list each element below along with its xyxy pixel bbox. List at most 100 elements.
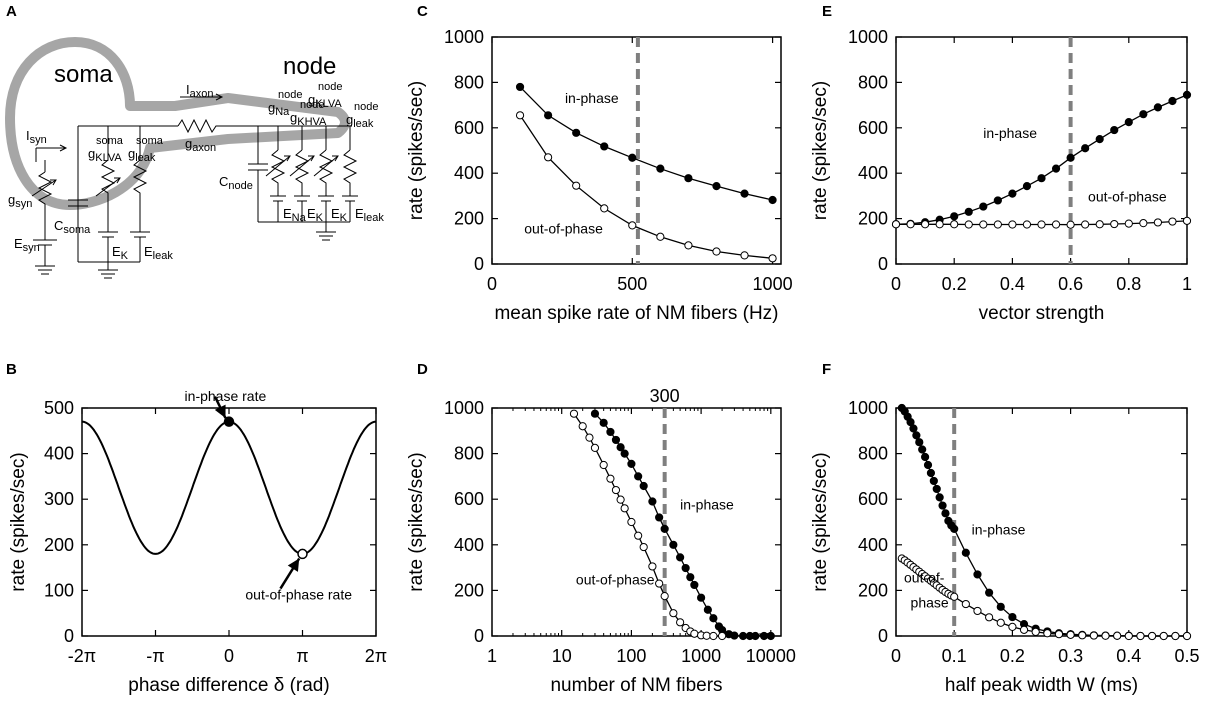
- data-point-out-of-phase: [606, 474, 615, 483]
- data-point-in-phase: [1037, 174, 1046, 183]
- data-point-out-of-phase: [620, 504, 629, 513]
- panel-e-chart: E 0 200 400 600 800 1000 0 0.2 0.4 0.6 0.8 1 vector s…: [810, 3, 1192, 324]
- node-label: node: [283, 53, 336, 80]
- data-point-out-of-phase: [628, 221, 637, 230]
- data-point-in-phase: [923, 460, 933, 470]
- y-tick-label: 1000: [444, 27, 484, 47]
- data-point-in-phase: [606, 427, 615, 437]
- data-point-in-phase: [590, 409, 600, 418]
- label-e-k2-node: EK: [331, 206, 348, 224]
- y-axis-label: rate (spikes/sec): [406, 81, 427, 220]
- label-g-na-node: gNa: [268, 100, 290, 118]
- y-tick-label: 600: [454, 118, 484, 138]
- y-tick-label: 600: [858, 118, 888, 138]
- data-point-in-phase: [1066, 153, 1075, 162]
- y-tick-label: 200: [454, 209, 484, 229]
- data-point-out-of-phase: [585, 433, 594, 442]
- data-point-in-phase: [634, 472, 643, 481]
- data-point-out-of-phase: [1136, 631, 1145, 641]
- data-point-in-phase: [929, 476, 938, 486]
- data-point-in-phase: [544, 111, 553, 120]
- data-point-in-phase: [740, 189, 749, 198]
- data-point-out-of-phase: [1019, 625, 1029, 634]
- data-point-out-of-phase: [1124, 631, 1133, 641]
- annotation-label: in-phase rate: [185, 388, 267, 404]
- data-point-in-phase: [993, 196, 1002, 205]
- data-point-in-phase: [669, 540, 678, 549]
- data-point-in-phase: [686, 573, 695, 582]
- y-tick-label: 400: [858, 163, 888, 183]
- data-point-in-phase: [656, 164, 665, 173]
- y-tick-label: 400: [454, 535, 484, 555]
- y-axis-label: rate (spikes/sec): [8, 452, 29, 591]
- data-point-out-of-phase: [950, 592, 959, 601]
- data-point-out-of-phase: [906, 220, 915, 229]
- data-point-out-of-phase: [935, 220, 944, 229]
- data-point-out-of-phase: [1147, 631, 1157, 641]
- data-point-in-phase: [1168, 96, 1177, 106]
- data-point-out-of-phase: [639, 542, 648, 552]
- panel-letter-f: F: [822, 361, 831, 378]
- data-point-in-phase: [655, 513, 664, 522]
- y-tick-label: 0: [64, 626, 74, 646]
- circuit-labels: Iaxon gaxon Isyn gsyn Esyn Csoma gKLVA s…: [8, 81, 384, 262]
- data-point-out-of-phase: [996, 618, 1005, 627]
- x-tick-label: 0.6: [1058, 274, 1083, 294]
- data-point-in-phase: [918, 445, 927, 454]
- data-point-in-phase: [950, 212, 959, 221]
- data-point-out-of-phase: [1139, 219, 1148, 228]
- data-point-in-phase: [599, 418, 608, 427]
- y-tick-label: 800: [858, 444, 888, 464]
- panel-d-chart: D 0 200 400 600 800 1000 1 10 100 1000 10000 number …: [406, 361, 796, 696]
- panel-letter-b: B: [6, 361, 17, 378]
- data-point-in-phase: [996, 602, 1005, 611]
- data-point-out-of-phase: [1054, 630, 1064, 639]
- label-g-klva-node: gKLVA: [308, 92, 342, 110]
- label-i-syn: Isyn: [26, 128, 47, 146]
- data-point-in-phase: [964, 207, 973, 216]
- data-point-in-phase: [1008, 612, 1017, 622]
- data-point-out-of-phase: [1095, 220, 1104, 229]
- data-point-out-of-phase: [1043, 629, 1052, 638]
- series-line-out-of-phase: [519, 114, 773, 259]
- data-point-out-of-phase: [1171, 631, 1180, 641]
- y-tick-label: 1000: [848, 27, 888, 47]
- data-point-out-of-phase: [1153, 218, 1163, 227]
- y-tick-label: 300: [44, 489, 74, 509]
- data-point-out-of-phase: [590, 443, 600, 452]
- g-axon-resistor: [177, 118, 258, 134]
- panel-letter-a: A: [6, 3, 17, 20]
- label-g-klva-soma: gKLVA: [88, 146, 122, 164]
- data-point-out-of-phase: [1110, 219, 1119, 229]
- data-point-out-of-phase: [634, 531, 643, 540]
- data-point-out-of-phase: [572, 181, 581, 190]
- label-e-k-soma: EK: [112, 244, 129, 262]
- data-point-in-phase: [1008, 189, 1017, 198]
- data-point-out-of-phase: [660, 592, 669, 601]
- y-tick-label: 200: [44, 535, 74, 555]
- data-point-out-of-phase: [1089, 631, 1098, 640]
- data-point-out-of-phase: [600, 204, 609, 213]
- data-point-out-of-phase: [1159, 631, 1168, 641]
- label-g-khva-node: gKHVA: [290, 110, 327, 128]
- label-g-syn: gsyn: [8, 192, 32, 210]
- panel-f-chart: F 0 200 400 600 800 1000 0 0.1 0.2 0.3 0.4 0.5 half p…: [810, 361, 1200, 696]
- label-g-leak-node: gleak: [346, 112, 374, 130]
- y-tick-label: 100: [44, 580, 74, 600]
- data-point-in-phase: [961, 548, 970, 557]
- out-of-phase-rate-marker: [297, 548, 308, 560]
- data-point-out-of-phase: [961, 599, 970, 609]
- data-point-in-phase: [1022, 182, 1032, 191]
- data-point-in-phase: [620, 449, 629, 458]
- label-g-klva-node-sup: node: [318, 81, 342, 93]
- data-point-out-of-phase: [768, 254, 777, 263]
- y-tick-label: 0: [878, 626, 888, 646]
- data-point-out-of-phase: [676, 618, 685, 627]
- data-point-out-of-phase: [1022, 220, 1032, 229]
- circuit-wires: [31, 93, 358, 279]
- data-point-out-of-phase: [740, 251, 749, 260]
- data-point-out-of-phase: [964, 220, 973, 229]
- y-tick-label: 200: [454, 580, 484, 600]
- data-point-out-of-phase: [993, 220, 1002, 229]
- data-point-in-phase: [712, 182, 721, 191]
